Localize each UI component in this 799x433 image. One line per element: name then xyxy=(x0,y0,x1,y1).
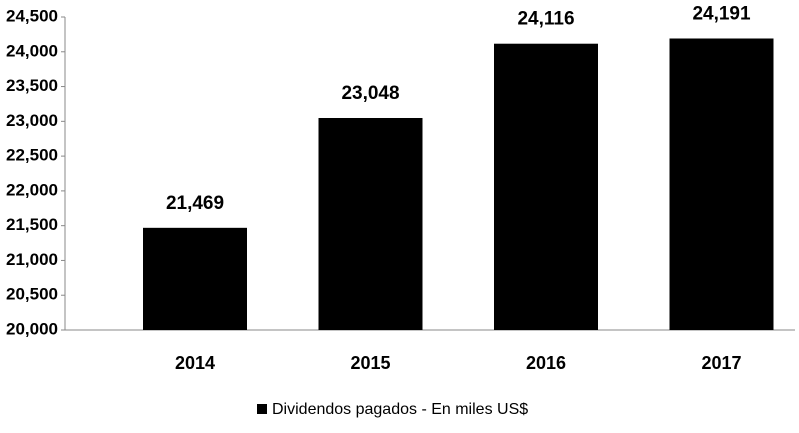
y-tick-label: 24,500 xyxy=(6,6,58,25)
x-tick-label: 2014 xyxy=(175,353,215,373)
y-tick-label: 23,500 xyxy=(6,76,58,95)
legend-label: Dividendos pagados - En miles US$ xyxy=(272,401,528,418)
legend-marker xyxy=(257,404,267,414)
y-tick-label: 20,500 xyxy=(6,285,58,304)
y-tick-label: 20,000 xyxy=(6,319,58,338)
y-tick-label: 21,000 xyxy=(6,250,58,269)
data-label: 21,469 xyxy=(166,193,224,214)
data-label: 23,048 xyxy=(341,83,399,104)
x-tick-label: 2015 xyxy=(350,353,390,373)
y-tick-label: 22,500 xyxy=(6,146,58,165)
y-tick-label: 22,000 xyxy=(6,180,58,199)
data-label: 24,116 xyxy=(517,9,574,30)
y-tick-label: 23,000 xyxy=(6,111,58,130)
bar xyxy=(318,117,423,331)
bar xyxy=(494,43,598,331)
x-tick-label: 2017 xyxy=(701,353,741,373)
data-label: 24,191 xyxy=(692,4,751,25)
y-tick-label: 21,500 xyxy=(6,215,58,234)
bar xyxy=(143,227,247,330)
bar xyxy=(669,38,774,330)
y-tick-label: 24,000 xyxy=(6,41,58,60)
x-tick-label: 2016 xyxy=(526,353,566,373)
